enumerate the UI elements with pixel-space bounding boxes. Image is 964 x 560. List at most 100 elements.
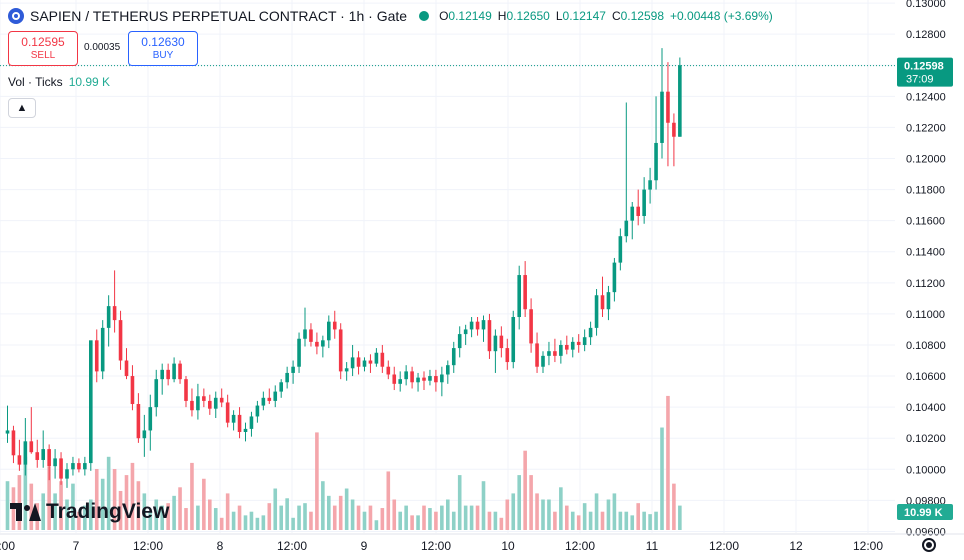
time-tick-label: 12:00 — [853, 539, 883, 553]
candle-body — [612, 262, 617, 293]
candle — [154, 369, 159, 417]
candle-body — [279, 382, 283, 392]
candle — [315, 332, 319, 355]
candle — [642, 177, 646, 224]
candle — [654, 96, 658, 190]
candle-body — [422, 377, 426, 381]
candle — [505, 338, 510, 370]
candle — [499, 326, 504, 358]
symbol-title[interactable]: SAPIEN / TETHERUS PERPETUAL CONTRACT · 1… — [30, 8, 408, 24]
candle — [202, 388, 206, 408]
volume-bar — [213, 508, 218, 530]
candle-body — [368, 360, 373, 364]
volume-bar — [142, 493, 147, 530]
candle — [106, 295, 111, 347]
candle-body — [582, 337, 587, 345]
candle-body — [35, 452, 40, 460]
tradingview-logo[interactable]: TradingView — [10, 500, 169, 524]
candle-body — [315, 341, 319, 347]
candle-body — [517, 275, 521, 318]
candle — [124, 348, 129, 380]
candles — [5, 48, 682, 488]
candle-body — [356, 357, 361, 367]
candle — [570, 337, 575, 358]
volume-bar — [559, 487, 563, 530]
sell-button[interactable]: 0.12595 SELL — [8, 31, 78, 66]
candle-body — [213, 397, 218, 409]
candle — [321, 335, 325, 358]
candle — [71, 456, 75, 476]
candle — [83, 456, 87, 476]
volume-bar — [654, 511, 658, 530]
candle — [166, 363, 170, 386]
candle-body — [249, 416, 254, 429]
candle-body — [624, 220, 629, 237]
chart-header: SAPIEN / TETHERUS PERPETUAL CONTRACT · 1… — [8, 6, 773, 26]
candle — [237, 407, 242, 439]
volume-bar — [648, 514, 652, 530]
volume-bar — [380, 508, 385, 530]
candle-body — [83, 463, 87, 470]
volume-bar — [672, 483, 676, 530]
volume-bar — [285, 498, 289, 530]
volume-bar — [23, 456, 28, 530]
volume-bar — [588, 511, 593, 530]
volume-bar — [166, 503, 170, 530]
volume-bar — [303, 503, 307, 530]
volume-bar — [231, 511, 236, 530]
candle — [386, 360, 391, 380]
candle-body — [541, 355, 545, 367]
collapse-legend-button[interactable]: ▲ — [8, 98, 36, 118]
candle-body — [118, 320, 123, 361]
candle — [148, 394, 153, 451]
candle — [112, 270, 117, 333]
candle — [196, 383, 200, 420]
candle — [576, 334, 581, 353]
volume-bar — [630, 515, 635, 530]
candle-body — [231, 414, 236, 423]
candle — [172, 357, 176, 383]
volume-bar — [332, 505, 337, 530]
candle — [565, 335, 569, 355]
candle — [517, 265, 521, 330]
volume-bar — [404, 505, 408, 530]
candle-body — [237, 414, 242, 432]
volume-bar — [225, 493, 230, 530]
last-volume-label: 10.99 K — [904, 507, 943, 519]
time-tick-label: 12:00 — [0, 539, 15, 553]
candle-body — [618, 236, 623, 263]
candle-body — [487, 320, 492, 352]
price-tick-label: 0.13000 — [906, 0, 946, 10]
candle — [184, 376, 188, 408]
candle — [17, 439, 22, 471]
candle-body — [648, 180, 652, 190]
ohlc-low: L0.12147 — [555, 9, 606, 23]
volume-bar — [100, 478, 105, 530]
buy-button[interactable]: 0.12630 BUY — [128, 31, 198, 66]
candle-body — [166, 369, 170, 380]
candle — [350, 344, 355, 377]
candle — [428, 369, 432, 386]
time-tick-label: 12:00 — [421, 539, 451, 553]
time-tick-label: 7 — [73, 539, 80, 553]
volume-bar — [196, 505, 200, 530]
time-tick-label: 12:00 — [565, 539, 595, 553]
time-tick-label: 12 — [789, 539, 803, 553]
candle-body — [100, 327, 105, 372]
candle-body — [499, 335, 504, 349]
candle-body — [327, 321, 331, 341]
price-tick-label: 0.12400 — [906, 91, 946, 103]
volume-bar — [398, 511, 402, 530]
candle — [541, 351, 545, 373]
volume-legend[interactable]: Vol · Ticks 10.99 K — [8, 75, 110, 89]
volume-bar — [41, 493, 45, 530]
ohlc-high: H0.12650 — [497, 9, 550, 23]
settings-gear-icon[interactable] — [922, 538, 936, 552]
candle — [600, 276, 605, 318]
volume-bar — [249, 511, 254, 530]
candle — [374, 348, 379, 367]
candle-body — [17, 455, 22, 465]
candle — [529, 298, 533, 353]
candle — [612, 257, 617, 302]
